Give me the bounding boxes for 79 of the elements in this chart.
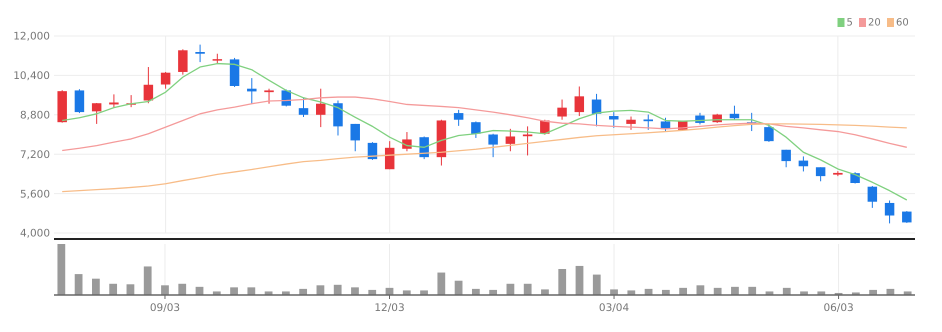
y-tick-label: 7,200 [20, 148, 50, 161]
line-series [62, 96, 908, 152]
bar [334, 284, 342, 295]
bar [592, 274, 601, 295]
candlestick [333, 100, 343, 136]
candlestick [816, 166, 826, 182]
candlestick [868, 185, 878, 208]
bar [731, 286, 739, 295]
candlestick [298, 97, 308, 118]
candlestick [609, 112, 619, 128]
candlestick [384, 140, 394, 170]
candlestick [798, 156, 808, 172]
candlestick [626, 116, 636, 130]
line-series [62, 123, 908, 192]
candlestick [109, 94, 119, 108]
bar [196, 286, 204, 295]
bar [161, 285, 169, 295]
bar [92, 278, 100, 295]
candlestick [316, 88, 326, 128]
y-tick-label: 8,800 [20, 109, 50, 122]
x-tick-label: 09/03 [150, 302, 180, 314]
bar [74, 274, 82, 295]
bar [869, 290, 877, 295]
bar [57, 244, 66, 295]
candlestick [592, 93, 602, 127]
bar [472, 288, 480, 295]
bar [454, 280, 462, 295]
candlestick [488, 133, 498, 158]
bar [696, 285, 704, 295]
candlestick [730, 105, 740, 120]
candlestick [764, 124, 774, 142]
legend-label: 5 [846, 18, 853, 28]
candlestick [74, 88, 84, 114]
bar [576, 266, 584, 295]
legend-label: 60 [896, 18, 909, 28]
y-tick-label: 10,400 [13, 70, 50, 82]
candlestick [92, 102, 102, 124]
bar [541, 289, 549, 295]
candlestick [144, 66, 154, 104]
candlestick [368, 142, 378, 160]
candlestick [574, 86, 584, 117]
line-series [62, 62, 908, 201]
bar [610, 289, 618, 295]
candlestick [212, 53, 222, 64]
candlestick [781, 149, 791, 168]
bar [126, 284, 134, 295]
bar [506, 284, 514, 295]
y-tick-label: 4,000 [20, 228, 50, 240]
bar [144, 266, 152, 295]
candlestick [350, 123, 360, 152]
candlestick [471, 120, 481, 138]
x-tick-label: 06/03 [823, 302, 854, 314]
bar [644, 288, 652, 295]
bar [230, 287, 238, 295]
candlestick [454, 109, 464, 126]
candlestick [557, 99, 567, 120]
bar [886, 288, 894, 295]
candlestick [884, 200, 894, 224]
candlestick [160, 71, 170, 90]
candlestick [178, 48, 188, 76]
bar [679, 288, 688, 295]
bar [489, 290, 498, 295]
bar [437, 272, 446, 295]
bar [524, 284, 532, 295]
bar [109, 284, 118, 295]
bar [351, 287, 359, 295]
y-tick-label: 12,000 [13, 30, 50, 43]
bar [420, 290, 428, 295]
bar [316, 285, 324, 295]
candlestick [247, 78, 257, 104]
bar [178, 284, 186, 295]
y-tick-label: 5,600 [20, 188, 50, 200]
candlestick [506, 128, 516, 152]
x-tick-label: 03/04 [598, 302, 630, 314]
bar [386, 288, 394, 295]
x-tick-label: 12/03 [374, 302, 405, 314]
candlestick [902, 210, 912, 224]
bar [558, 268, 566, 295]
legend-label: 20 [868, 18, 881, 28]
